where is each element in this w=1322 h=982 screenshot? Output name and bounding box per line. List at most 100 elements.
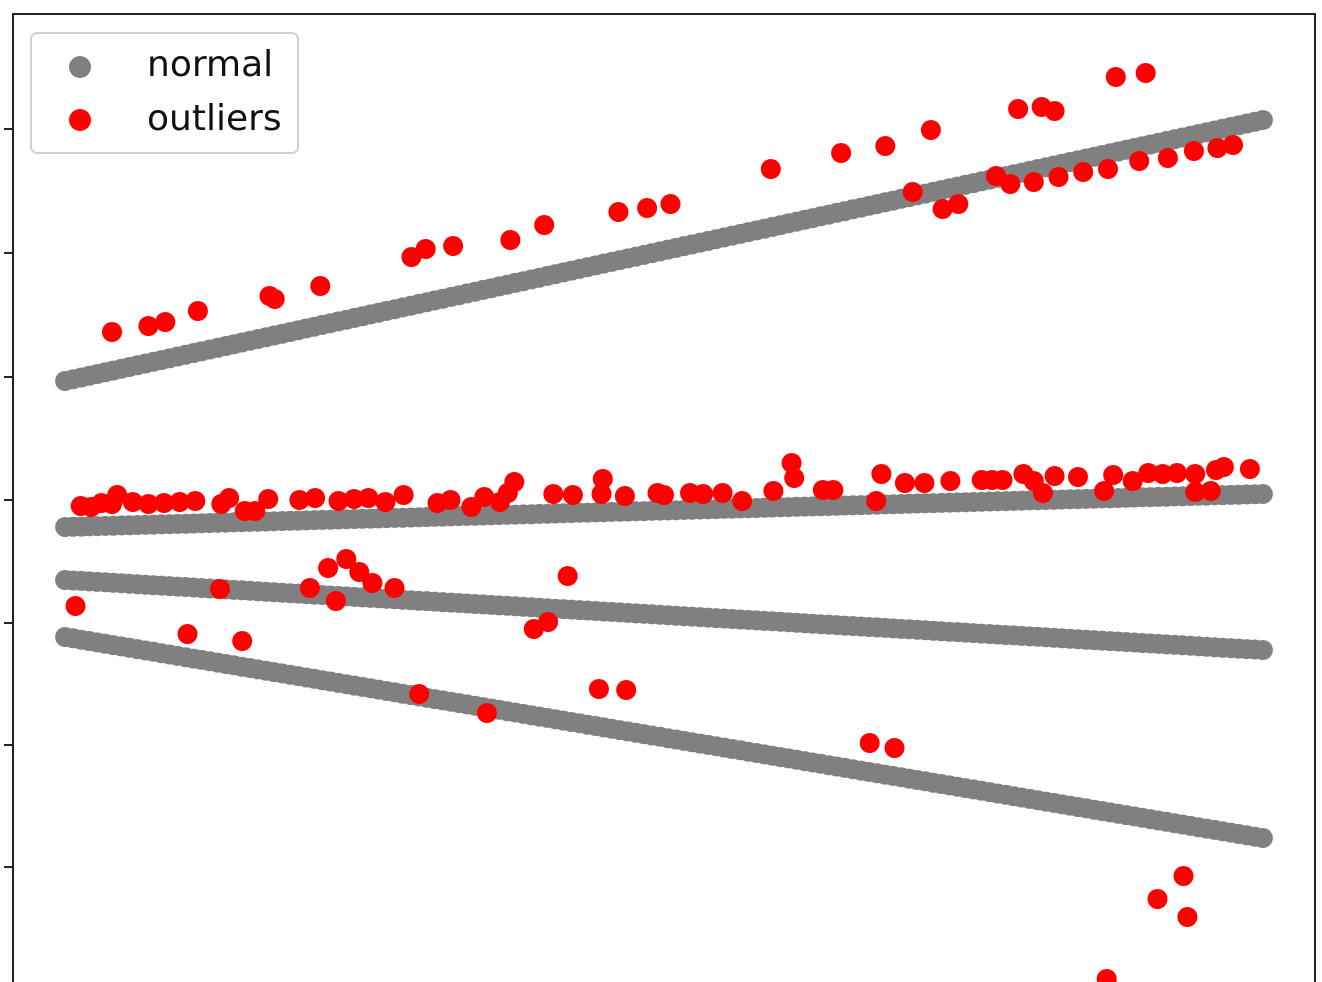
outlier-point [654,485,674,505]
series-normal [55,110,1273,848]
outlier-point [557,566,578,586]
outlier-point [336,549,357,569]
outlier-point [1223,135,1243,155]
outlier-point [1068,467,1088,487]
outlier-point [169,492,190,512]
legend-outliers-label: outliers [147,98,282,139]
outlier-point [1177,907,1198,927]
y-axis-ticks [4,128,13,868]
outlier-point [914,473,935,493]
outlier-point [1044,101,1065,121]
outlier-point [920,120,941,140]
outlier-point [258,489,279,509]
outlier-point [1103,465,1124,485]
outlier-point [155,312,176,332]
outlier-point [1173,866,1194,886]
outlier-point [219,488,240,508]
outlier-point [210,579,230,599]
legend-normal-marker [69,56,91,78]
outlier-point [384,578,405,598]
outlier-point [154,493,174,513]
outlier-point [637,198,658,218]
normal-point [1252,110,1273,130]
outlier-point [1239,459,1260,479]
outlier-point [318,558,339,578]
outlier-point [614,486,635,506]
legend-normal-label: normal [147,44,273,85]
outlier-point [138,494,159,514]
outlier-point [543,484,564,504]
outlier-point [1185,464,1206,484]
outlier-point [415,239,436,259]
outlier-point [500,230,521,250]
outlier-point [1023,172,1044,192]
outlier-point [763,481,784,501]
outlier-point [375,492,396,512]
outlier-point [894,473,915,493]
outlier-point [1048,167,1069,187]
outlier-point [476,703,497,723]
outlier-point [344,489,365,509]
outlier-point [948,194,969,214]
outlier-point [760,159,781,179]
outlier-point [1152,464,1173,484]
legend-outliers-marker [69,109,91,131]
normal-point [1252,484,1273,504]
outlier-point [310,276,331,296]
outlier-point [1094,481,1115,501]
outlier-point [409,684,430,704]
outlier-point [592,469,613,489]
outlier-point [693,484,714,504]
outlier-point [902,182,923,202]
outlier-point [1138,463,1159,483]
outlier-point [1122,471,1143,491]
outlier-point [289,490,310,510]
outlier-point [884,738,905,758]
outlier-point [1135,63,1156,83]
outlier-point [349,562,370,582]
outlier-point [1096,969,1117,982]
outlier-point [932,199,953,219]
outlier-point [232,631,253,651]
outlier-point [1032,483,1053,503]
outlier-point [299,578,320,598]
outlier-point [504,472,525,492]
outlier-point [245,501,266,521]
outlier-point [866,491,887,511]
outlier-point [859,733,880,753]
outlier-point [65,596,86,616]
outlier-point [107,485,128,505]
outlier-point [187,301,208,321]
outlier-point [562,485,583,505]
outlier-point [781,453,802,473]
outlier-point [534,215,555,235]
outlier-point [443,236,464,256]
outlier-point [102,322,122,342]
normal-point [1252,828,1273,848]
outlier-point [1073,162,1094,182]
outlier-point [1098,159,1118,179]
outlier-point [1213,457,1234,477]
outlier-point [362,573,383,593]
legend: normal outliers [30,32,299,154]
outlier-point [325,591,346,611]
outlier-point [1147,889,1168,909]
outlier-point [328,491,349,511]
outlier-point [1000,174,1021,194]
outlier-point [1044,466,1065,486]
series-outliers [65,63,1260,982]
outlier-point [1207,138,1228,158]
legend-box [30,32,299,154]
outlier-point [616,680,637,700]
outlier-point [871,464,892,484]
outlier-point [1008,99,1029,119]
outlier-point [1185,482,1206,502]
outlier-point [1129,151,1150,171]
outlier-point [992,470,1013,490]
outlier-point [440,490,461,510]
outlier-point [660,194,681,214]
outlier-point [305,488,326,508]
normal-point [1252,640,1273,660]
